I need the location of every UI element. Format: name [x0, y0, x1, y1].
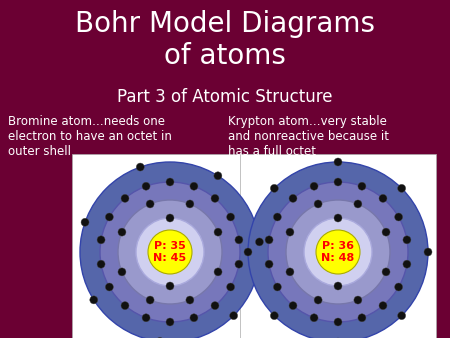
- Circle shape: [136, 163, 144, 171]
- Circle shape: [105, 283, 113, 291]
- Circle shape: [268, 182, 408, 322]
- Circle shape: [227, 213, 234, 221]
- Circle shape: [105, 213, 113, 221]
- Circle shape: [398, 312, 405, 320]
- Circle shape: [97, 236, 105, 244]
- Text: Part 3 of Atomic Structure: Part 3 of Atomic Structure: [117, 88, 333, 106]
- Circle shape: [248, 162, 428, 338]
- Text: Krypton atom…very stable
and nonreactive because it
has a full octet: Krypton atom…very stable and nonreactive…: [228, 115, 389, 158]
- Text: P: 35
N: 45: P: 35 N: 45: [153, 241, 187, 263]
- Circle shape: [265, 260, 273, 268]
- Circle shape: [395, 283, 403, 291]
- Circle shape: [211, 301, 219, 310]
- Circle shape: [121, 194, 129, 202]
- Circle shape: [310, 182, 318, 190]
- Circle shape: [118, 228, 126, 236]
- Circle shape: [403, 260, 411, 268]
- Circle shape: [166, 178, 174, 186]
- Text: Bromine atom…needs one
electron to have an octet in
outer shell: Bromine atom…needs one electron to have …: [8, 115, 172, 158]
- Circle shape: [314, 296, 322, 304]
- Circle shape: [286, 268, 294, 276]
- Circle shape: [334, 318, 342, 326]
- Circle shape: [148, 230, 192, 274]
- Circle shape: [100, 182, 240, 322]
- Circle shape: [190, 182, 198, 190]
- Circle shape: [227, 283, 234, 291]
- Circle shape: [235, 236, 243, 244]
- Circle shape: [314, 200, 322, 208]
- Circle shape: [142, 182, 150, 190]
- Circle shape: [265, 236, 273, 244]
- Circle shape: [90, 296, 98, 304]
- Circle shape: [214, 228, 222, 236]
- Circle shape: [156, 337, 164, 338]
- Circle shape: [270, 184, 279, 192]
- Circle shape: [379, 194, 387, 202]
- Circle shape: [214, 172, 222, 180]
- Circle shape: [81, 218, 89, 226]
- Circle shape: [274, 283, 281, 291]
- Circle shape: [190, 314, 198, 322]
- Circle shape: [166, 282, 174, 290]
- Circle shape: [80, 162, 260, 338]
- FancyBboxPatch shape: [240, 154, 436, 338]
- Circle shape: [354, 296, 362, 304]
- Circle shape: [310, 314, 318, 322]
- FancyBboxPatch shape: [72, 154, 268, 338]
- Circle shape: [166, 214, 174, 222]
- Circle shape: [142, 314, 150, 322]
- Circle shape: [304, 218, 372, 286]
- Circle shape: [382, 228, 390, 236]
- Circle shape: [403, 236, 411, 244]
- Circle shape: [424, 248, 432, 256]
- Circle shape: [289, 194, 297, 202]
- Circle shape: [286, 200, 390, 304]
- Circle shape: [235, 260, 243, 268]
- Circle shape: [230, 312, 238, 320]
- Circle shape: [211, 194, 219, 202]
- Circle shape: [244, 248, 252, 256]
- Circle shape: [256, 238, 263, 246]
- Circle shape: [118, 268, 126, 276]
- Circle shape: [354, 200, 362, 208]
- Circle shape: [186, 296, 194, 304]
- Circle shape: [186, 200, 194, 208]
- Circle shape: [146, 200, 154, 208]
- Circle shape: [289, 301, 297, 310]
- Circle shape: [334, 158, 342, 166]
- Circle shape: [146, 296, 154, 304]
- Circle shape: [274, 213, 281, 221]
- Circle shape: [166, 318, 174, 326]
- Circle shape: [97, 260, 105, 268]
- Circle shape: [270, 312, 279, 320]
- Circle shape: [118, 200, 222, 304]
- Circle shape: [214, 268, 222, 276]
- Circle shape: [395, 213, 403, 221]
- Text: P: 36
N: 48: P: 36 N: 48: [321, 241, 355, 263]
- Circle shape: [382, 268, 390, 276]
- Circle shape: [358, 182, 366, 190]
- Circle shape: [398, 184, 405, 192]
- Circle shape: [358, 314, 366, 322]
- Circle shape: [379, 301, 387, 310]
- Circle shape: [136, 218, 204, 286]
- Circle shape: [121, 301, 129, 310]
- Text: Bohr Model Diagrams
of atoms: Bohr Model Diagrams of atoms: [75, 10, 375, 70]
- Circle shape: [286, 228, 294, 236]
- Circle shape: [334, 178, 342, 186]
- Circle shape: [316, 230, 360, 274]
- Circle shape: [334, 282, 342, 290]
- Circle shape: [334, 214, 342, 222]
